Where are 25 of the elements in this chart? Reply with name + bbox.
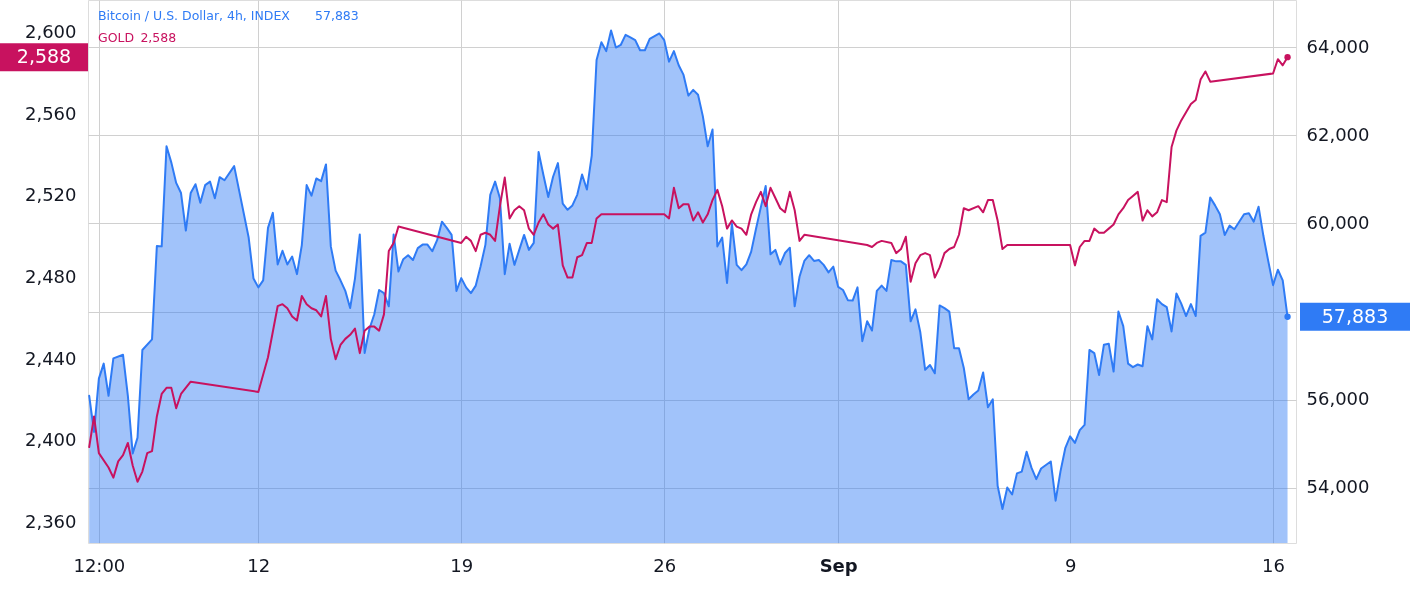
y2-tick-label: 60,000 [1306, 211, 1370, 233]
y-tick-label: 2,520 [24, 184, 77, 206]
y-tick-label: 2,560 [24, 102, 77, 124]
annotation: 2,588 [140, 30, 177, 45]
x-tick-label: 12 [247, 554, 271, 576]
x-tick-label: 19 [450, 554, 474, 576]
x-tick-label: 12:00 [73, 554, 126, 576]
y-tick-label: 2,360 [24, 511, 77, 533]
y2-tick-label: 62,000 [1306, 123, 1370, 145]
x-tick-label: 26 [653, 554, 677, 576]
annotation: 57,883 [315, 8, 359, 23]
y2-tick-label: 54,000 [1306, 476, 1370, 498]
y2-tick-label: 64,000 [1306, 35, 1370, 57]
x-tick-label: Sep [819, 554, 858, 576]
text: Bitcoin / U.S. Dollar, 4h, INDEX [98, 8, 291, 23]
y-tick-label: 2,600 [24, 21, 77, 43]
y2-tick-label: 56,000 [1306, 388, 1370, 410]
text: 57,883 [1321, 304, 1389, 327]
text: 2,588 [16, 45, 72, 68]
y-tick-label: 2,440 [24, 347, 77, 369]
y-tick-label: 2,400 [24, 429, 77, 451]
x-tick-label: 16 [1262, 554, 1285, 576]
text: GOLD [98, 30, 135, 45]
y-tick-label: 2,480 [24, 266, 77, 288]
x-tick-label: 9 [1064, 554, 1077, 576]
